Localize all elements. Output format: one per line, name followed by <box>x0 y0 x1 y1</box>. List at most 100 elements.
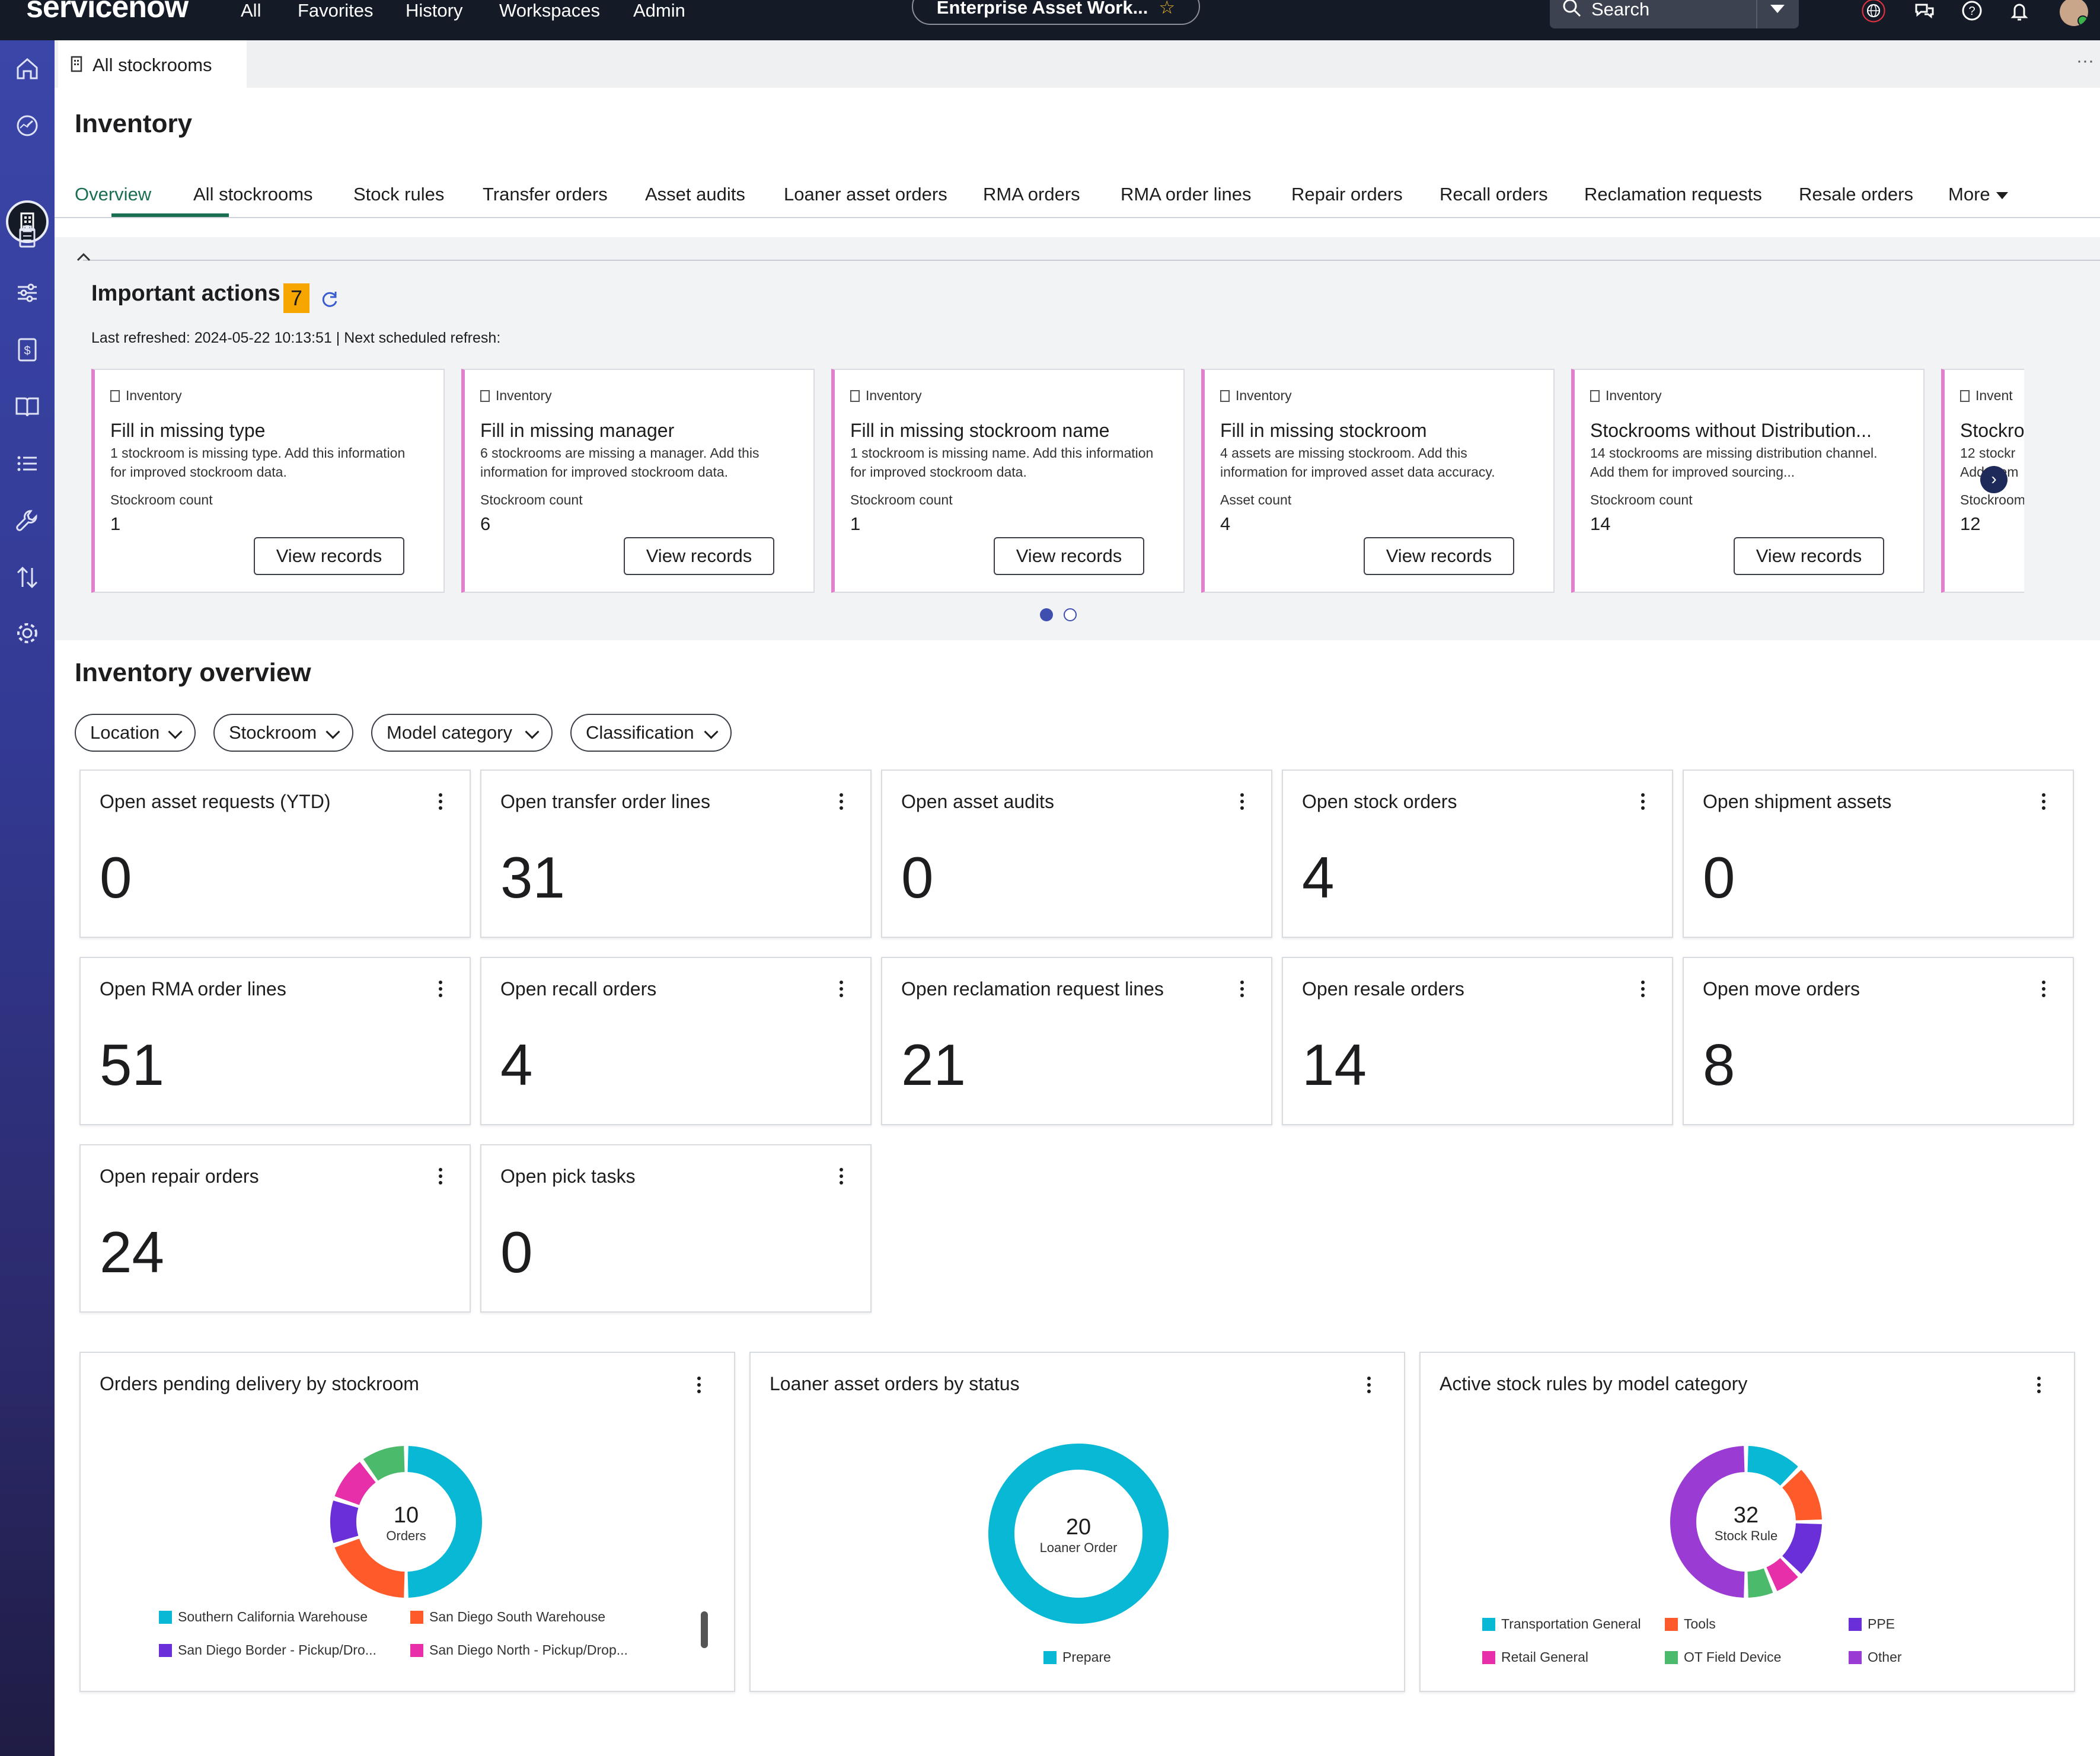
nav-workspaces[interactable]: Workspaces <box>499 0 600 21</box>
tab-more[interactable]: More <box>1948 184 2008 205</box>
kebab-menu-icon[interactable] <box>439 793 442 813</box>
dollar-doc-icon[interactable]: $ <box>13 336 42 364</box>
kebab-menu-icon[interactable] <box>439 981 442 1000</box>
nav-favorites[interactable]: Favorites <box>298 0 374 21</box>
clipboard-icon[interactable] <box>13 223 42 251</box>
kebab-menu-icon[interactable] <box>439 1168 442 1187</box>
view-records-button[interactable]: View records <box>1364 537 1514 575</box>
legend-item[interactable]: Transportation General <box>1482 1616 1641 1632</box>
home-icon[interactable] <box>13 55 42 83</box>
legend-item[interactable]: Prepare <box>1043 1649 1111 1665</box>
legend-item[interactable]: San Diego South Warehouse <box>410 1609 605 1625</box>
kpi-card[interactable]: Open reclamation request lines 21 <box>881 957 1272 1125</box>
view-records-button[interactable]: View records <box>624 537 774 575</box>
nav-all[interactable]: All <box>241 0 261 21</box>
list-icon[interactable] <box>13 449 42 478</box>
avatar[interactable] <box>2060 0 2088 26</box>
filter-location[interactable]: Location <box>75 714 196 752</box>
donut-slice[interactable] <box>988 1444 1169 1624</box>
tab-recall-orders[interactable]: Recall orders <box>1440 184 1548 205</box>
donut-slice[interactable] <box>407 1446 482 1598</box>
kebab-menu-icon[interactable] <box>1367 1377 1371 1396</box>
kpi-card[interactable]: Open pick tasks 0 <box>480 1144 872 1313</box>
kpi-card[interactable]: Open resale orders 14 <box>1282 957 1673 1125</box>
tab-loaner-asset-orders[interactable]: Loaner asset orders <box>784 184 947 205</box>
donut-slice[interactable] <box>334 1538 406 1598</box>
kebab-menu-icon[interactable] <box>840 981 843 1000</box>
view-records-button[interactable]: View records <box>1734 537 1884 575</box>
kebab-menu-icon[interactable] <box>2042 793 2045 813</box>
kebab-menu-icon[interactable] <box>840 1168 843 1187</box>
tab-all-stockrooms[interactable]: All stockrooms <box>193 184 313 205</box>
chat-icon[interactable] <box>1913 0 1936 23</box>
tab-resale-orders[interactable]: Resale orders <box>1799 184 1913 205</box>
kebab-menu-icon[interactable] <box>2042 981 2045 1000</box>
donut-slice[interactable] <box>1782 1522 1822 1574</box>
tab-all-stockrooms[interactable]: All stockrooms <box>58 40 247 89</box>
filter-classification[interactable]: Classification <box>570 714 732 752</box>
tab-overflow-menu[interactable]: ··· <box>2076 51 2094 71</box>
view-records-button[interactable]: View records <box>254 537 404 575</box>
refresh-icon[interactable] <box>319 288 340 309</box>
kebab-menu-icon[interactable] <box>1641 793 1645 813</box>
transfer-icon[interactable] <box>13 563 42 592</box>
nav-admin[interactable]: Admin <box>633 0 685 21</box>
donut-slice[interactable] <box>1670 1446 1745 1598</box>
kebab-menu-icon[interactable] <box>840 793 843 813</box>
carousel-dot-active[interactable] <box>1040 608 1053 621</box>
kpi-card[interactable]: Open move orders 8 <box>1683 957 2074 1125</box>
tab-reclamation-requests[interactable]: Reclamation requests <box>1584 184 1762 205</box>
servicenow-logo[interactable]: servicenow <box>26 0 189 24</box>
tab-rma-order-lines[interactable]: RMA order lines <box>1121 184 1252 205</box>
legend-item[interactable]: San Diego North - Pickup/Drop... <box>410 1642 628 1658</box>
sliders-icon[interactable] <box>13 279 42 307</box>
global-search[interactable]: Search <box>1550 0 1799 28</box>
donut-slice[interactable] <box>334 1461 376 1506</box>
legend-item[interactable]: Other <box>1849 1649 1902 1665</box>
kpi-card[interactable]: Open asset requests (YTD) 0 <box>79 770 471 938</box>
kpi-card[interactable]: Open repair orders 24 <box>79 1144 471 1313</box>
legend-item[interactable]: San Diego Border - Pickup/Dro... <box>159 1642 376 1658</box>
wrench-icon[interactable] <box>13 506 42 535</box>
book-icon[interactable] <box>13 392 42 421</box>
legend-item[interactable]: Retail General <box>1482 1649 1588 1665</box>
donut-slice[interactable] <box>1782 1470 1822 1521</box>
kebab-menu-icon[interactable] <box>697 1377 701 1396</box>
kpi-card[interactable]: Open recall orders 4 <box>480 957 872 1125</box>
globe-icon[interactable] <box>1862 0 1885 23</box>
gear-icon[interactable] <box>13 619 42 647</box>
kpi-card[interactable]: Open transfer order lines 31 <box>480 770 872 938</box>
chevron-up-icon[interactable] <box>76 251 91 262</box>
kpi-card[interactable]: Open shipment assets 0 <box>1683 770 2074 938</box>
help-icon[interactable]: ? <box>1960 0 1984 23</box>
workspace-pill[interactable]: Enterprise Asset Work... ☆ <box>912 0 1200 25</box>
dashboard-icon[interactable] <box>13 110 42 139</box>
legend-item[interactable]: Southern California Warehouse <box>159 1609 368 1625</box>
donut-slice[interactable] <box>1747 1446 1798 1486</box>
kpi-card[interactable]: Open asset audits 0 <box>881 770 1272 938</box>
donut-slice[interactable] <box>330 1500 359 1543</box>
tab-repair-orders[interactable]: Repair orders <box>1291 184 1403 205</box>
tab-rma-orders[interactable]: RMA orders <box>983 184 1080 205</box>
legend-item[interactable]: OT Field Device <box>1665 1649 1781 1665</box>
filter-stockroom[interactable]: Stockroom <box>213 714 353 752</box>
legend-item[interactable]: Tools <box>1665 1616 1716 1632</box>
view-records-button[interactable]: View records <box>994 537 1144 575</box>
bell-icon[interactable] <box>2008 0 2031 23</box>
kebab-menu-icon[interactable] <box>1240 793 1244 813</box>
kebab-menu-icon[interactable] <box>1240 981 1244 1000</box>
donut-slice[interactable] <box>1766 1557 1798 1591</box>
kebab-menu-icon[interactable] <box>2037 1377 2041 1396</box>
nav-history[interactable]: History <box>406 0 463 21</box>
legend-scrollbar[interactable] <box>701 1611 708 1648</box>
tab-asset-audits[interactable]: Asset audits <box>645 184 745 205</box>
tab-overview[interactable]: Overview <box>75 184 152 205</box>
star-icon[interactable]: ☆ <box>1158 0 1176 18</box>
carousel-dot[interactable] <box>1064 608 1077 621</box>
search-scope-dropdown[interactable] <box>1756 0 1799 28</box>
filter-model-category[interactable]: Model category <box>371 714 553 752</box>
kpi-card[interactable]: Open stock orders 4 <box>1282 770 1673 938</box>
carousel-next-button[interactable]: › <box>1980 466 2008 493</box>
kebab-menu-icon[interactable] <box>1641 981 1645 1000</box>
legend-item[interactable]: PPE <box>1849 1616 1895 1632</box>
